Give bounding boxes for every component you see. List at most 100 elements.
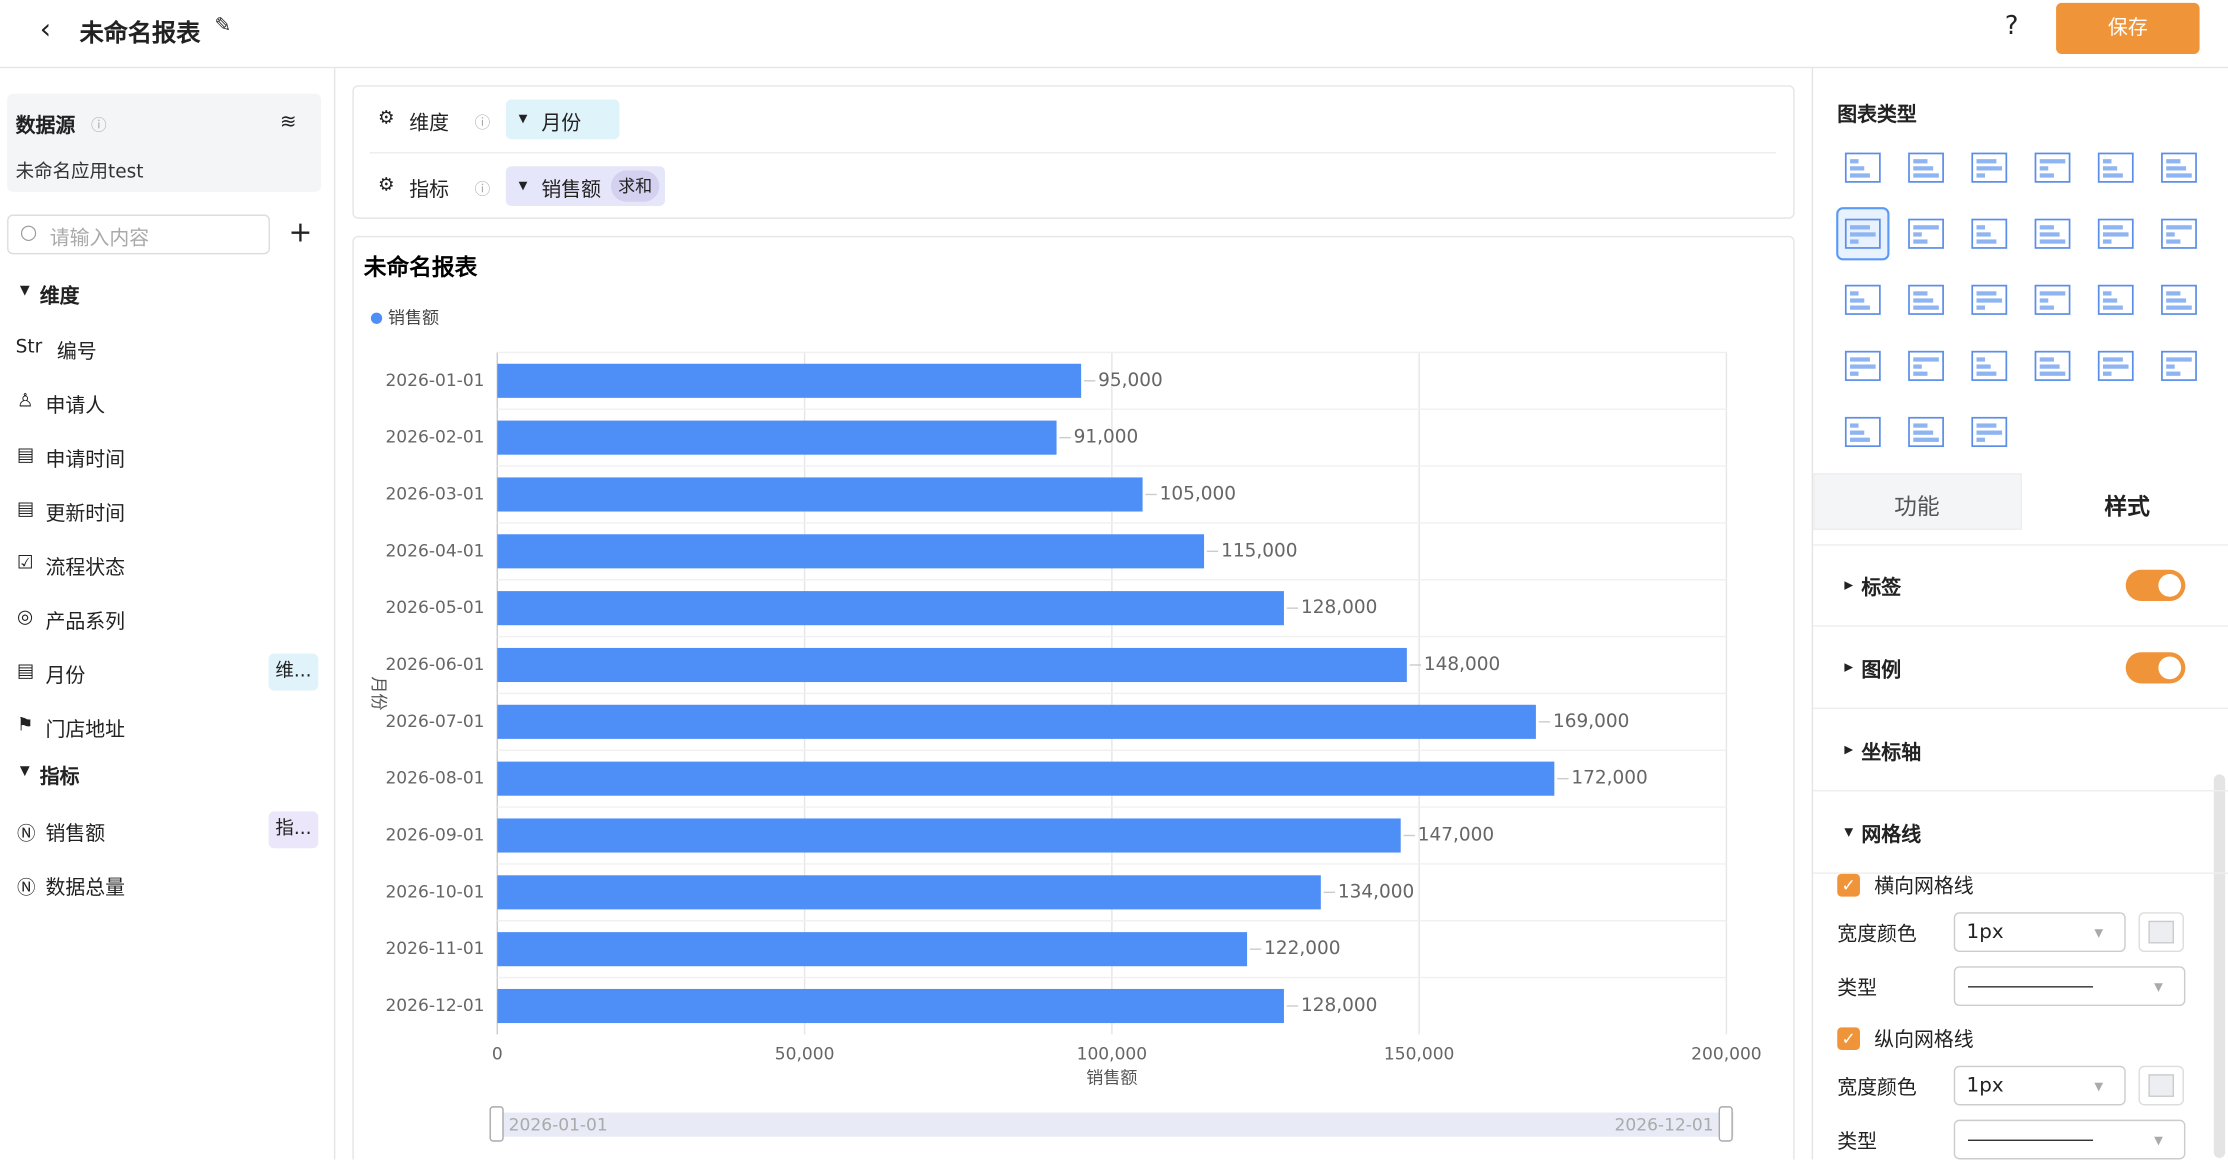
icon-shape <box>1844 152 1881 183</box>
icon-shape <box>1976 430 2003 435</box>
chart-type-icon[interactable] <box>1908 416 1944 448</box>
back-button[interactable]: ‹ <box>39 11 52 46</box>
dimension-field[interactable]: 产品系列 <box>45 610 126 634</box>
save-button[interactable]: 保存 <box>2056 2 2200 54</box>
slider-handle[interactable] <box>489 1106 504 1142</box>
bar <box>497 420 1057 455</box>
dimension-field[interactable]: 编号 <box>56 341 97 364</box>
slider-handle[interactable] <box>1718 1106 1733 1142</box>
panel-border <box>1811 68 1814 1160</box>
icon-shape <box>2166 166 2187 171</box>
icon-shape <box>1850 430 1865 435</box>
chart-type-icon[interactable] <box>1908 284 1944 315</box>
measure-value: 销售额 <box>541 179 602 202</box>
chart-type-icon[interactable] <box>2097 284 2134 315</box>
scrollbar[interactable] <box>2213 774 2226 1159</box>
chart-type-icon[interactable] <box>2161 284 2197 315</box>
field-label: 类型 <box>1837 977 1878 1001</box>
section-title[interactable]: 网格线 <box>1861 824 1922 847</box>
width-select[interactable]: 1px <box>1953 912 2126 953</box>
search-input[interactable] <box>7 214 270 255</box>
icon-shape <box>1850 291 1859 296</box>
help-button[interactable]: ? <box>2004 11 2019 42</box>
caret: ▼ <box>518 112 528 126</box>
chart-type-heading: 图表类型 <box>1837 103 1917 127</box>
chart-type-icon[interactable] <box>2161 218 2197 249</box>
chart-type-icon[interactable] <box>2034 350 2071 381</box>
chart-type-icon[interactable] <box>1908 218 1944 249</box>
chart-type-icon[interactable] <box>2161 152 2197 183</box>
chart-type-icon[interactable] <box>2097 152 2134 183</box>
dimension-field[interactable]: 门店地址 <box>45 718 126 742</box>
measure-icon: ⚙ <box>377 174 395 197</box>
width-select[interactable]: 1px <box>1953 1065 2126 1106</box>
icon-shape <box>2166 239 2181 244</box>
icon-shape <box>1908 284 1944 315</box>
chart-type-icon[interactable] <box>1844 350 1881 381</box>
chart-type-icon[interactable] <box>1971 284 2008 315</box>
icon-shape <box>2166 298 2187 303</box>
chart-type-icon[interactable] <box>1971 152 2008 183</box>
add-button[interactable]: + <box>288 214 313 249</box>
chart-type-icon[interactable] <box>1836 207 1890 261</box>
section-title[interactable]: 标签 <box>1861 576 1902 600</box>
icon-shape <box>2039 291 2066 296</box>
chart-type-icon[interactable] <box>1971 218 2008 249</box>
color-swatch <box>2148 1074 2175 1097</box>
section-title[interactable]: 图例 <box>1861 659 1902 683</box>
toggle[interactable] <box>2125 569 2186 602</box>
tab-label: 功能 <box>1894 493 1940 521</box>
dimension-pill[interactable] <box>505 99 620 140</box>
line-sample <box>1967 986 2094 988</box>
icon-shape <box>1850 232 1876 237</box>
tab[interactable] <box>1813 473 2022 531</box>
chart-type-icon[interactable] <box>1844 284 1881 315</box>
dimension-field[interactable]: 更新时间 <box>45 503 126 526</box>
icon-shape <box>2097 152 2134 183</box>
toggle[interactable] <box>2125 652 2186 684</box>
icon-shape <box>1913 371 1928 376</box>
chart-type-icon[interactable] <box>1908 350 1944 381</box>
icon-shape <box>2161 152 2197 183</box>
tab-label-active[interactable]: 样式 <box>2104 493 2150 521</box>
chart-type-icon[interactable] <box>2161 350 2197 381</box>
legend-dot <box>370 312 383 324</box>
chart-type-icon[interactable] <box>1844 416 1881 448</box>
field-icon: ◎ <box>17 606 34 629</box>
legend-label: 销售额 <box>388 308 439 328</box>
chart-type-icon[interactable] <box>1971 350 2008 381</box>
chart-type-icon[interactable] <box>2034 152 2071 183</box>
chart-type-icon[interactable] <box>2097 218 2134 249</box>
field-icon: ⚑ <box>17 714 34 737</box>
section-title[interactable]: 坐标轴 <box>1861 741 1922 765</box>
y-tick-label: 2026-07-01 <box>385 712 484 732</box>
line-type-select[interactable] <box>1953 966 2186 1007</box>
icon-shape <box>2166 357 2192 362</box>
field-label: 宽度颜色 <box>1837 1077 1917 1100</box>
chart-type-icon[interactable] <box>1908 152 1944 183</box>
edit-icon[interactable]: ✎ <box>214 14 232 37</box>
select-caret: ▼ <box>2094 926 2104 940</box>
chart-type-icon[interactable] <box>2034 218 2071 249</box>
dimension-field[interactable]: 流程状态 <box>45 557 126 580</box>
icon-shape <box>2166 364 2175 369</box>
dimension-field[interactable]: 申请时间 <box>45 449 126 472</box>
dimension-field[interactable]: 月份 <box>45 664 86 688</box>
measure-field[interactable]: 数据总量 <box>45 876 126 900</box>
chart-type-icon[interactable] <box>1844 152 1881 183</box>
checkbox[interactable]: ✓ <box>1837 1027 1860 1051</box>
icon-shape <box>1850 364 1876 369</box>
chart-type-icon[interactable] <box>2034 284 2071 315</box>
line-type-select[interactable] <box>1953 1119 2186 1160</box>
icon-shape <box>1850 423 1859 428</box>
icon-shape <box>1908 152 1944 183</box>
chart-type-icon[interactable] <box>2097 350 2134 381</box>
datasource-icon[interactable]: ≋ <box>279 110 297 134</box>
checkbox[interactable]: ✓ <box>1837 873 1860 897</box>
dimension-field[interactable]: 申请人 <box>45 395 106 418</box>
icon-shape <box>2039 173 2054 178</box>
section-divider <box>1813 544 2228 546</box>
icon-shape <box>1913 364 1922 369</box>
chart-type-icon[interactable] <box>1971 416 2008 448</box>
measure-field[interactable]: 销售额 <box>45 822 106 846</box>
